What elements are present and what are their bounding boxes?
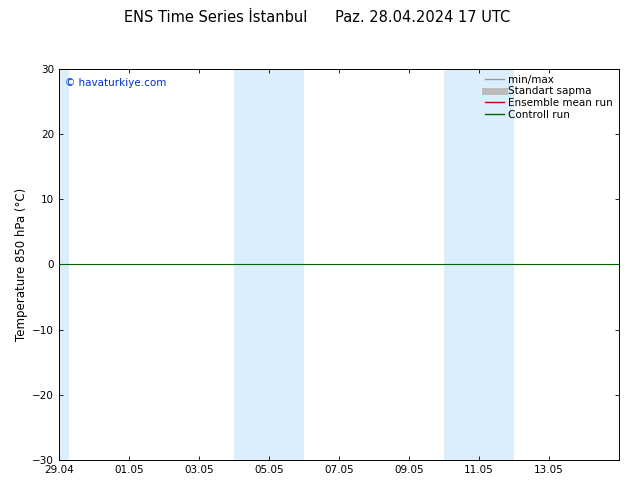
Text: © havaturkiye.com: © havaturkiye.com bbox=[65, 78, 166, 88]
Bar bbox=[234, 69, 304, 460]
Y-axis label: Temperature 850 hPa (°C): Temperature 850 hPa (°C) bbox=[15, 188, 28, 341]
Bar bbox=[444, 69, 514, 460]
Text: ENS Time Series İstanbul      Paz. 28.04.2024 17 UTC: ENS Time Series İstanbul Paz. 28.04.2024… bbox=[124, 10, 510, 25]
Legend: min/max, Standart sapma, Ensemble mean run, Controll run: min/max, Standart sapma, Ensemble mean r… bbox=[481, 71, 617, 123]
Bar bbox=[52, 69, 69, 460]
